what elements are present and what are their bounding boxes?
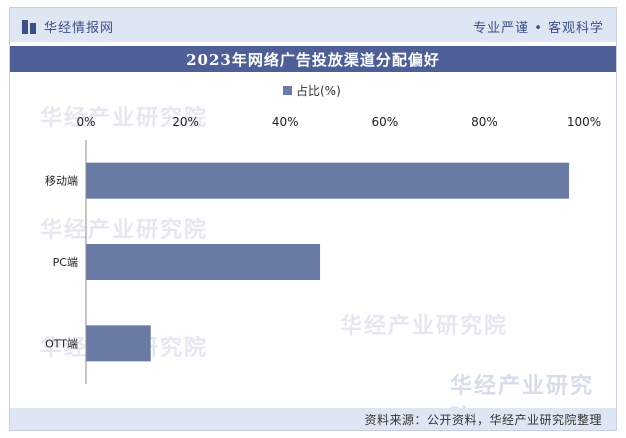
brand-name: 华经情报网 bbox=[44, 21, 115, 36]
chart-title: 2023年网络广告投放渠道分配偏好 bbox=[186, 50, 440, 69]
legend-label: 占比(%) bbox=[296, 83, 341, 98]
bar bbox=[86, 325, 151, 362]
header-bar: 华经情报网 专业严谨 • 客观科学 bbox=[10, 8, 616, 42]
y-category-label: OTT端 bbox=[45, 337, 78, 350]
bar bbox=[86, 162, 570, 199]
x-tick-label: 40% bbox=[272, 115, 299, 129]
source-note: 资料来源：公开资料，华经产业研究院整理 bbox=[364, 413, 602, 427]
x-tick-label: 60% bbox=[371, 115, 398, 129]
legend-swatch bbox=[283, 86, 292, 95]
x-tick-label: 20% bbox=[172, 115, 199, 129]
legend: 占比(%) bbox=[283, 83, 341, 98]
brand: 华经情报网 bbox=[22, 17, 114, 36]
x-tick-label: 0% bbox=[76, 115, 95, 129]
x-axis-ticks: 0% 20% 40% 60% 80% 100% bbox=[76, 115, 601, 129]
bar-logo-icon bbox=[22, 19, 38, 34]
title-bar: 2023年网络广告投放渠道分配偏好 bbox=[10, 46, 616, 72]
x-tick-label: 80% bbox=[471, 115, 498, 129]
bar bbox=[86, 244, 321, 280]
slogan: 专业严谨 • 客观科学 bbox=[473, 21, 604, 36]
y-category-label: 移动端 bbox=[45, 175, 78, 188]
y-category-label: PC端 bbox=[53, 256, 78, 269]
y-axis-labels: 移动端 PC端 OTT端 bbox=[45, 175, 78, 351]
x-tick-label: 100% bbox=[567, 115, 601, 129]
source-bar: 资料来源：公开资料，华经产业研究院整理 bbox=[10, 408, 616, 430]
bars bbox=[86, 162, 570, 362]
